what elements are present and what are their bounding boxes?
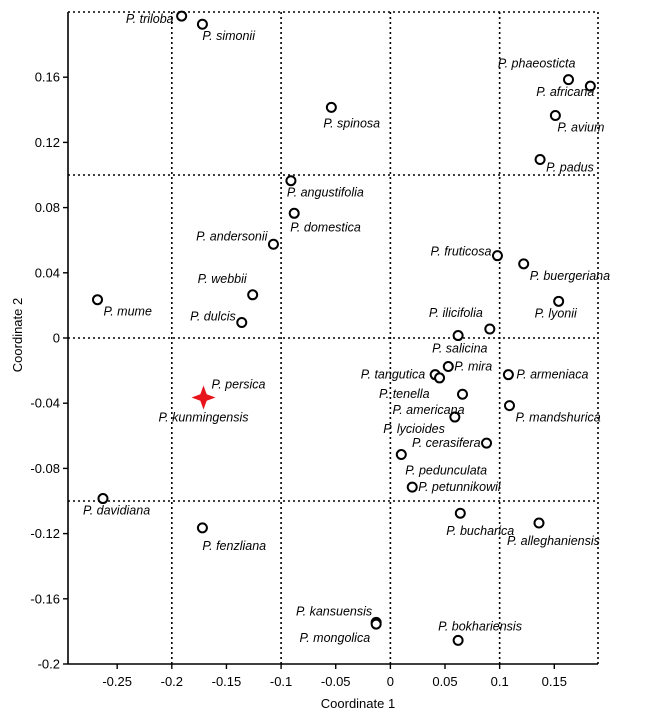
point-label: P. buergeriana	[530, 269, 610, 283]
point-marker	[395, 449, 407, 461]
point-marker	[434, 372, 446, 384]
y-tick-label: 0.04	[35, 265, 60, 280]
point-label: P. lycioides	[383, 422, 445, 436]
point-label: P. lyonii	[535, 306, 578, 320]
x-tick-label: -0.1	[270, 674, 292, 689]
point-marker	[534, 154, 546, 166]
point-marker	[454, 507, 466, 519]
point-label: P. triloba	[126, 12, 174, 26]
point-marker	[267, 238, 279, 250]
point-marker	[285, 175, 297, 187]
x-tick-label: -0.2	[161, 674, 183, 689]
point-label: P. pedunculata	[405, 464, 487, 478]
point-label: P. domestica	[290, 220, 361, 234]
point-label: P. africana	[536, 85, 594, 99]
point-marker	[370, 618, 382, 630]
y-axis-title: Coordinate 2	[10, 298, 25, 372]
point-label: P. phaeosticta	[498, 57, 576, 71]
point-label: P. petunnikowii	[418, 480, 502, 494]
point-marker	[549, 110, 561, 122]
point-marker	[553, 295, 565, 307]
x-tick-label: -0.05	[321, 674, 351, 689]
point-marker	[196, 18, 208, 30]
point-marker	[452, 330, 464, 342]
point-label: P. mandshurica	[515, 411, 600, 425]
point-marker	[196, 522, 208, 534]
point-label: P. salicina	[432, 342, 487, 356]
point-marker	[584, 80, 596, 92]
point-label: P. alleghaniensis	[507, 534, 600, 548]
point-marker	[236, 317, 248, 329]
dotted-grid	[68, 11, 599, 664]
point-marker	[456, 388, 468, 400]
point-label: P. cerasifera	[412, 436, 481, 450]
point-label: P. davidiana	[83, 504, 150, 518]
point-label: P. americana	[392, 403, 464, 417]
point-label: P. tenella	[379, 387, 430, 401]
point-marker	[518, 258, 530, 270]
point-label: P. simonii	[202, 29, 256, 43]
point-label: P. avium	[557, 121, 604, 135]
point-label: P. fenzliana	[202, 539, 266, 553]
point-marker	[449, 411, 461, 423]
point-label: P. dulcis	[190, 310, 236, 324]
point-marker	[288, 207, 300, 219]
point-label: P. tangutica	[361, 368, 425, 382]
point-marker	[452, 634, 464, 646]
point-marker	[491, 250, 503, 262]
point-marker	[176, 10, 188, 22]
y-tick-label: -0.04	[30, 396, 60, 411]
point-marker	[562, 74, 574, 86]
x-tick-label: 0.15	[542, 674, 567, 689]
y-tick-label: -0.12	[30, 526, 60, 541]
point-label: P. fruticosa	[431, 245, 492, 259]
x-tick-label: -0.25	[102, 674, 132, 689]
y-tick-label: -0.16	[30, 591, 60, 606]
point-marker	[406, 481, 418, 493]
x-tick-label: 0.05	[432, 674, 457, 689]
y-tick-label: 0.08	[35, 200, 60, 215]
point-label: P. mongolica	[300, 631, 371, 645]
axes: -0.25 -0.2 -0.15 -0.1 -0.05 0 0.05 0.1 0.15 -0.2 -…	[30, 12, 598, 689]
point-marker	[533, 517, 545, 529]
x-tick-label: -0.15	[212, 674, 242, 689]
point-label: P. kunmingensis	[158, 410, 248, 424]
point-label: P. angustifolia	[287, 186, 364, 200]
point-label: P. ilicifolia	[429, 306, 483, 320]
point-label: P. armeniaca	[516, 368, 588, 382]
highlight-star-marker	[191, 385, 216, 410]
point-marker	[503, 400, 515, 412]
point-marker	[247, 289, 259, 301]
point-label: P. mume	[104, 305, 152, 319]
point-marker	[325, 101, 337, 113]
point-label: P. spinosa	[323, 116, 380, 130]
point-label: P. webbii	[198, 272, 248, 286]
x-tick-label: 0.1	[491, 674, 509, 689]
y-tick-label: 0	[53, 331, 60, 346]
point-label: P. bucharica	[446, 524, 514, 538]
point-label: P. andersonii	[196, 229, 269, 243]
point-label: P. kansuensis	[296, 604, 372, 618]
y-tick-label: -0.08	[30, 461, 60, 476]
y-tick-label: 0.16	[35, 70, 60, 85]
point-label: P. mira	[454, 360, 492, 374]
point-label: P. bokhariensis	[438, 619, 522, 633]
point-marker	[92, 294, 104, 306]
point-marker	[481, 437, 493, 449]
point-marker	[484, 323, 496, 335]
point-marker	[502, 369, 514, 381]
y-tick-label: 0.12	[35, 135, 60, 150]
point-label: P. padus	[546, 161, 594, 175]
point-labels: P. triloba P. simonii P. phaeosticta P. afr…	[83, 12, 610, 645]
point-label: P. persica	[212, 377, 266, 391]
point-marker	[97, 493, 109, 505]
data-points	[92, 10, 596, 646]
x-axis-title: Coordinate 1	[321, 696, 395, 711]
y-tick-label: -0.2	[38, 657, 60, 672]
x-tick-label: 0	[387, 674, 394, 689]
point-marker	[442, 361, 454, 373]
